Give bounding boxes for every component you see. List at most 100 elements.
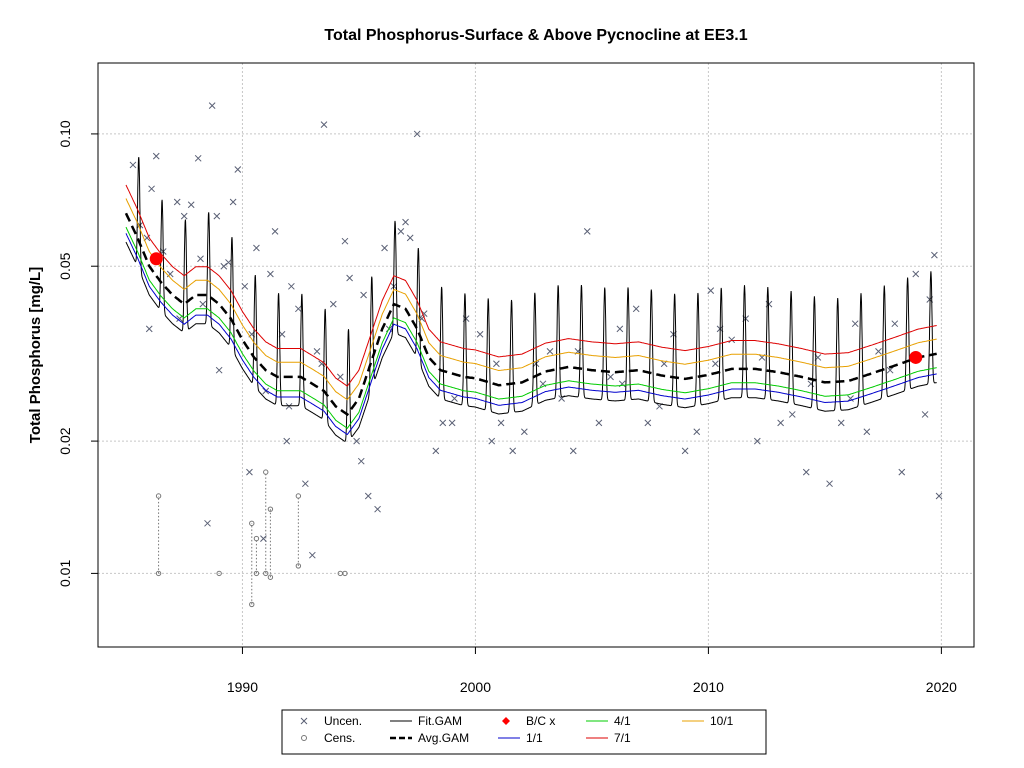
uncensored-point [204,519,211,527]
uncensored-point [891,320,899,328]
uncensored-point [225,259,232,266]
censored-points [155,469,348,608]
uncensored-point [707,287,715,294]
fit-gam-line [125,157,937,442]
uncensored-point [199,300,207,308]
uncensored-point [197,255,204,263]
avg-gam-line [124,212,937,417]
uncensored-point [509,447,517,455]
uncensored-point [357,457,365,465]
uncensored-point [285,402,293,410]
censored-point [155,570,162,577]
uncensored-point [129,161,137,169]
uncensored-point [246,468,253,476]
censored-point [263,570,269,577]
uncensored-point [288,282,295,290]
x-tick-label: 1990 [227,679,258,695]
uncensored-point [262,387,270,395]
uncensored-point [826,480,833,488]
censored-point [263,469,269,475]
grid [98,63,974,647]
uncensored-point [360,291,367,299]
censored-point [216,570,222,577]
x-tick-label: 2010 [693,679,724,695]
uncensored-point [381,244,388,252]
uncensored-point [353,437,360,445]
ratio-line-7-1 [125,184,937,387]
ratio-line-1-1 [125,233,937,436]
uncensored-point [220,262,228,270]
x-axis: 1990 2000 2010 2020 [227,647,957,695]
legend-label: Uncen. [324,714,362,728]
bc-point [149,252,163,266]
censored-point [253,570,260,577]
uncensored-point [271,228,279,235]
uncensored-point [145,325,153,333]
censored-point [249,601,255,608]
uncensored-point [215,366,223,374]
uncensored-point [267,270,274,278]
uncensored-point [234,166,242,173]
uncensored-point [488,437,496,445]
uncensored-point [886,366,894,374]
uncensored-point [595,419,603,427]
uncensored-point [413,130,421,138]
legend-bc-symbol [502,717,510,725]
censored-point [155,493,162,499]
y-axis-label: Total Phosphorus [mg/L] [27,267,44,443]
uncensored-point [693,428,701,436]
uncensored-point [208,102,216,109]
legend: Uncen. Cens. Fit.GAM Avg.GAM B/C x 1/1 4/1 7/1 1… [281,709,767,755]
uncensored-point [341,237,349,245]
uncensored-point [837,419,845,427]
legend-box [281,709,767,755]
legend-label: 10/1 [710,714,734,728]
censored-ranges [158,472,299,605]
legend-cens-symbol [301,735,307,741]
uncensored-point [728,336,736,344]
uncensored-point [402,218,409,226]
uncensored-point [152,152,160,160]
uncensored-points [129,102,943,559]
uncensored-point [406,234,414,242]
y-axis: 0.01 0.02 0.05 0.10 [57,120,98,587]
uncensored-point [346,274,353,282]
uncensored-point [520,428,528,436]
uncensored-point [616,325,624,333]
uncensored-point [295,305,302,313]
uncensored-point [173,198,181,206]
uncensored-point [213,212,221,220]
uncensored-point [439,419,447,427]
censored-point [267,574,274,580]
y-tick-label: 0.10 [57,120,73,147]
uncensored-point [260,535,267,542]
chart-title: Total Phosphorus-Surface & Above Pycnocl… [324,27,747,44]
bc-point [909,350,923,364]
uncensored-point [863,428,871,436]
x-tick-label: 2000 [460,679,491,695]
uncensored-point [632,305,640,313]
legend-label: Fit.GAM [418,714,462,728]
uncensored-point [788,411,796,418]
uncensored-point [374,505,381,513]
uncensored-point [607,373,614,381]
uncensored-point [229,198,237,206]
legend-label: B/C x [526,714,555,728]
uncensored-point [712,360,719,368]
uncensored-point [898,468,906,476]
bc-points [149,252,923,364]
plot-area [97,62,975,648]
ratio-line-10-1 [125,198,937,401]
y-tick-label: 0.01 [57,560,73,587]
uncensored-point [935,492,943,500]
uncensored-point [253,244,260,252]
uncensored-point [148,185,155,193]
uncensored-point [912,270,920,278]
censored-point [295,493,302,499]
ratio-series [125,184,937,436]
uncensored-point [777,419,784,427]
uncensored-point [921,411,929,418]
uncensored-point [336,373,344,381]
avg-gam-series [124,212,937,417]
x-tick-label: 2020 [926,679,957,695]
